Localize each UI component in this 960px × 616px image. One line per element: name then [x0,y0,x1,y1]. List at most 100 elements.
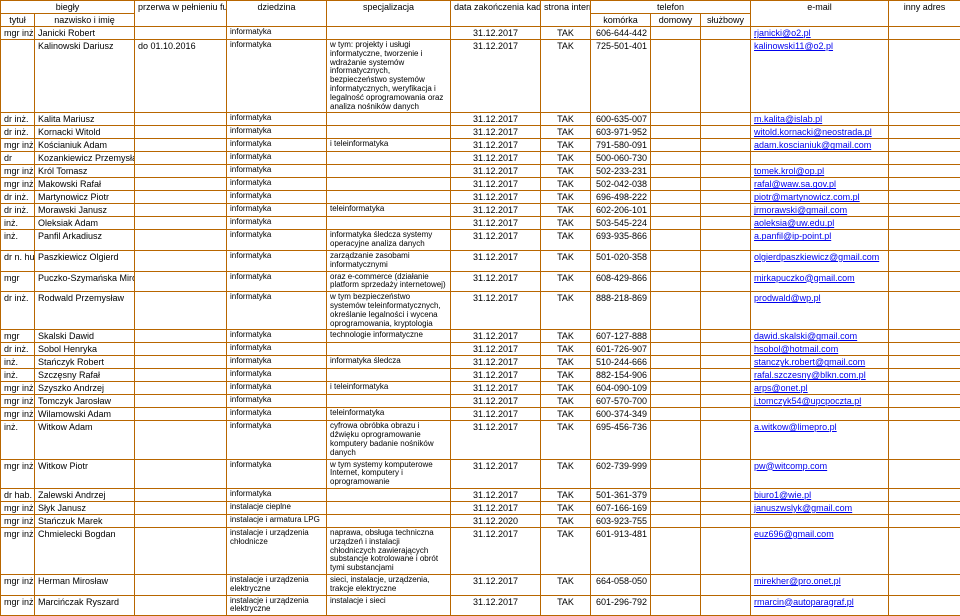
email-link[interactable]: olgierdpaszkiewicz@gmail.com [754,252,879,262]
cell-komorka: 510-244-666 [591,356,651,369]
cell-data: 31.12.2017 [451,113,541,126]
cell-data: 31.12.2017 [451,204,541,217]
cell-przerwa [135,191,227,204]
email-link[interactable]: rafal@waw.sa.gov.pl [754,179,836,189]
cell-komorka: 600-635-007 [591,113,651,126]
cell-data: 31.12.2017 [451,421,541,459]
email-link[interactable]: mirkapuczko@gmail.com [754,273,855,283]
cell-inny [889,527,960,574]
table-header: biegły przerwa w pełnieniu funkcji dzied… [1,1,960,27]
email-link[interactable]: januszwslyk@gmail.com [754,503,852,513]
cell-dziedzina: instalacje i urządzenia chłodnicze [227,527,327,574]
cell-tytul: inż. [1,230,35,251]
cell-nazwisko: Paszkiewicz Olgierd [35,250,135,271]
email-link[interactable]: pw@witcomp.com [754,461,827,471]
email-link[interactable]: mirekher@pro.onet.pl [754,576,841,586]
cell-komorka: 601-296-792 [591,595,651,616]
table-row: mgr inż.Szyszko Andrzejinformatykai tele… [1,382,960,395]
email-link[interactable]: hsobol@hotmail.com [754,344,838,354]
cell-strona: TAK [541,382,591,395]
cell-sluzbowy [701,527,751,574]
cell-domowy [651,421,701,459]
cell-data: 31.12.2017 [451,178,541,191]
cell-specjalizacja: w tym: projekty i usługi informatyczne, … [327,40,451,113]
header-tytul: tytuł [1,14,35,27]
email-link[interactable]: piotr@martynowicz.com.pl [754,192,860,202]
cell-inny [889,217,960,230]
email-link[interactable]: m.kalita@islab.pl [754,114,822,124]
cell-dziedzina: informatyka [227,230,327,251]
cell-przerwa [135,574,227,595]
cell-sluzbowy [701,204,751,217]
cell-dziedzina: informatyka [227,113,327,126]
email-link[interactable]: dawid.skalski@gmail.com [754,331,857,341]
cell-dziedzina: informatyka [227,152,327,165]
email-link[interactable]: rafal.szczesny@blkn.com.pl [754,370,866,380]
email-link[interactable]: j.tomczyk54@upcpoczta.pl [754,396,861,406]
email-link[interactable]: tomek.krol@op.pl [754,166,824,176]
email-link[interactable]: adam.koscianiuk@gmail.com [754,140,871,150]
email-link[interactable]: witold.kornacki@neostrada.pl [754,127,872,137]
cell-email: olgierdpaszkiewicz@gmail.com [751,250,889,271]
cell-inny [889,139,960,152]
cell-strona: TAK [541,330,591,343]
header-specjalizacja: specjalizacja [327,1,451,27]
cell-komorka: 501-361-379 [591,488,651,501]
cell-strona: TAK [541,421,591,459]
email-link[interactable]: arps@onet.pl [754,383,808,393]
table-row: inż.Witkow Adaminformatykacyfrowa obróbk… [1,421,960,459]
cell-przerwa [135,527,227,574]
cell-data: 31.12.2017 [451,574,541,595]
cell-specjalizacja: i teleinformatyka [327,382,451,395]
cell-nazwisko: Janicki Robert [35,27,135,40]
cell-nazwisko: Witkow Piotr [35,459,135,488]
cell-domowy [651,514,701,527]
expert-table: biegły przerwa w pełnieniu funkcji dzied… [0,0,960,616]
cell-inny [889,501,960,514]
header-sluzbowy: służbowy [701,14,751,27]
cell-nazwisko: Kościaniuk Adam [35,139,135,152]
cell-przerwa [135,501,227,514]
cell-email: biuro1@wie.pl [751,488,889,501]
cell-nazwisko: Stańczuk Marek [35,514,135,527]
email-link[interactable]: a.panfil@ip-point.pl [754,231,831,241]
email-link[interactable]: kalinowski11@o2.pl [754,41,833,51]
email-link[interactable]: a.witkow@limepro.pl [754,422,837,432]
table-row: drKozankiewicz Przemysławinformatyka31.1… [1,152,960,165]
table-row: dr inż.Rodwald Przemysławinformatykaw ty… [1,292,960,330]
email-link[interactable]: euz696@gmail.com [754,529,834,539]
cell-data: 31.12.2017 [451,330,541,343]
cell-domowy [651,356,701,369]
cell-komorka: 603-971-952 [591,126,651,139]
cell-email: rjanicki@o2.pl [751,27,889,40]
cell-sluzbowy [701,514,751,527]
email-link[interactable]: stanczyk.robert@gmail.com [754,357,865,367]
table-row: inż.Panfil Arkadiuszinformatykainformaty… [1,230,960,251]
cell-sluzbowy [701,191,751,204]
table-row: mgr inż.Słyk Januszinstalacje cieplne31.… [1,501,960,514]
cell-przerwa: do 01.10.2016 [135,40,227,113]
cell-przerwa [135,113,227,126]
cell-strona: TAK [541,230,591,251]
email-link[interactable]: aoleksia@uw.edu.pl [754,218,834,228]
table-row: mgrSkalski Dawidinformatykatechnologie i… [1,330,960,343]
email-link[interactable]: rmarcin@autoparagraf.pl [754,597,854,607]
cell-komorka: 604-090-109 [591,382,651,395]
cell-inny [889,395,960,408]
cell-email: pw@witcomp.com [751,459,889,488]
cell-tytul: mgr inż. [1,595,35,616]
cell-inny [889,178,960,191]
cell-tytul: dr n. hum. [1,250,35,271]
cell-domowy [651,27,701,40]
email-link[interactable]: prodwald@wp.pl [754,293,821,303]
cell-domowy [651,343,701,356]
email-link[interactable]: jrmorawski@gmail.com [754,205,847,215]
email-link[interactable]: rjanicki@o2.pl [754,28,811,38]
cell-domowy [651,574,701,595]
cell-nazwisko: Kornacki Witold [35,126,135,139]
cell-tytul: mgr inż. [1,501,35,514]
cell-inny [889,40,960,113]
cell-komorka: 601-913-481 [591,527,651,574]
cell-data: 31.12.2017 [451,527,541,574]
email-link[interactable]: biuro1@wie.pl [754,490,811,500]
